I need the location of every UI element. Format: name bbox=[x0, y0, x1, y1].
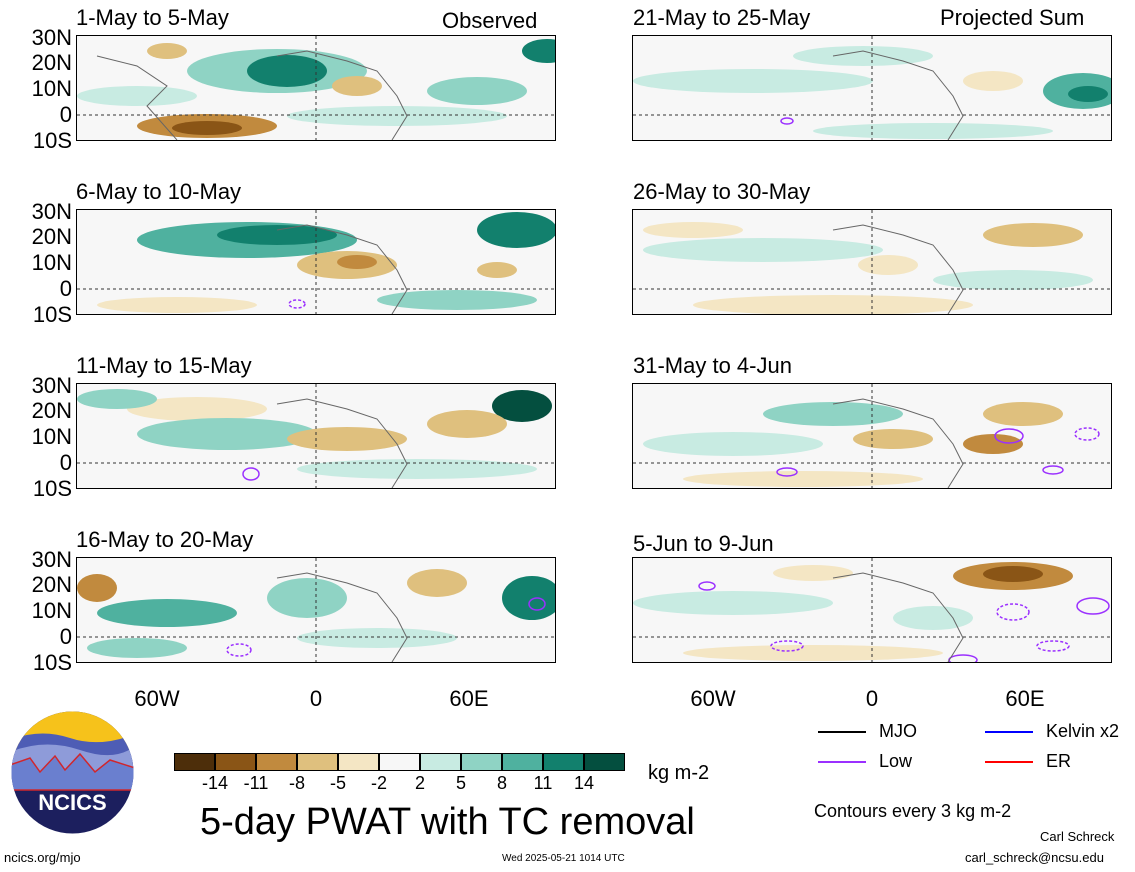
lat-label: 20N bbox=[31, 224, 72, 249]
lat-label: 10N bbox=[31, 250, 72, 275]
lat-label: 10S bbox=[32, 302, 72, 327]
colorbar-label: 11 bbox=[533, 773, 553, 793]
lat-label: 10S bbox=[32, 650, 72, 675]
lat-label: 0 bbox=[59, 276, 72, 301]
panel-title: 11-May to 15-May bbox=[76, 353, 252, 378]
map-panel bbox=[632, 35, 1112, 141]
contour-note: Contours every 3 kg m-2 bbox=[814, 801, 1012, 821]
map-panel bbox=[632, 209, 1112, 315]
lon-label: 60W bbox=[134, 686, 180, 711]
lat-label: 10N bbox=[31, 424, 72, 449]
colorbar-swatch bbox=[379, 753, 420, 771]
legend-mjo: MJO bbox=[879, 721, 917, 741]
lat-label: 30N bbox=[31, 547, 72, 572]
colorbar-label: 5 bbox=[455, 773, 466, 793]
colorbar-label: 14 bbox=[573, 773, 595, 793]
map-panel bbox=[632, 557, 1112, 663]
colorbar-label: 8 bbox=[496, 773, 507, 793]
lat-label: 0 bbox=[59, 450, 72, 475]
legend-low: Low bbox=[879, 751, 913, 771]
lat-label: 0 bbox=[59, 102, 72, 127]
lat-label: 20N bbox=[31, 50, 72, 75]
colorbar-swatch bbox=[297, 753, 338, 771]
colorbar-label: -5 bbox=[329, 773, 346, 793]
lon-label: 0 bbox=[309, 686, 323, 711]
lon-label: 60E bbox=[1005, 686, 1045, 711]
colorbar-label: -11 bbox=[243, 773, 269, 793]
lat-label: 20N bbox=[31, 398, 72, 423]
colorbar-label: -2 bbox=[370, 773, 387, 793]
legend-er: ER bbox=[1046, 751, 1072, 771]
panel-title: 26-May to 30-May bbox=[633, 179, 811, 204]
panel-title: 1-May to 5-May bbox=[76, 5, 229, 30]
observed-label: Observed bbox=[442, 8, 538, 33]
ncics-logo: NCICS bbox=[10, 710, 135, 835]
footer-url[interactable]: ncics.org/mjo bbox=[4, 850, 81, 865]
map-panel bbox=[76, 209, 556, 315]
lon-label: 0 bbox=[865, 686, 879, 711]
logo-text: NCICS bbox=[38, 790, 106, 815]
kelvin-line bbox=[985, 731, 1033, 733]
map-panel bbox=[632, 383, 1112, 489]
panel-title: 21-May to 25-May bbox=[633, 5, 811, 30]
lat-label: 10S bbox=[32, 476, 72, 501]
colorbar-label: -14 bbox=[201, 773, 228, 793]
lat-label: 10N bbox=[31, 598, 72, 623]
colorbar-swatch bbox=[461, 753, 502, 771]
low-line bbox=[818, 761, 866, 763]
colorbar-swatch bbox=[502, 753, 543, 771]
lat-label: 30N bbox=[31, 25, 72, 50]
er-line bbox=[985, 761, 1033, 763]
colorbar-swatch bbox=[543, 753, 584, 771]
panel-title: 6-May to 10-May bbox=[76, 179, 242, 204]
mjo-line bbox=[818, 731, 866, 733]
colorbar-label: 2 bbox=[414, 773, 425, 793]
colorbar-label: -8 bbox=[288, 773, 305, 793]
projected-label: Projected Sum bbox=[940, 5, 1085, 30]
lat-label: 20N bbox=[31, 572, 72, 597]
footer-author: Carl Schreck bbox=[1040, 829, 1115, 844]
main-title: 5-day PWAT with TC removal bbox=[200, 801, 695, 843]
map-panel bbox=[76, 383, 556, 489]
map-panel bbox=[76, 557, 556, 663]
panel-title: 16-May to 20-May bbox=[76, 527, 254, 552]
colorbar-swatch bbox=[256, 753, 297, 771]
footer-timestamp: Wed 2025-05-21 1014 UTC bbox=[502, 853, 625, 864]
colorbar-swatch bbox=[338, 753, 379, 771]
colorbar-units: kg m-2 bbox=[648, 762, 710, 784]
lat-label: 10N bbox=[31, 76, 72, 101]
lon-label: 60W bbox=[690, 686, 736, 711]
panel-title: 5-Jun to 9-Jun bbox=[633, 531, 774, 556]
colorbar-swatch bbox=[174, 753, 215, 771]
legend-kelvin: Kelvin x2 bbox=[1046, 721, 1120, 741]
lat-label: 30N bbox=[31, 373, 72, 398]
colorbar-swatch bbox=[420, 753, 461, 771]
map-panel bbox=[76, 35, 556, 141]
lon-label: 60E bbox=[449, 686, 489, 711]
colorbar-swatch bbox=[584, 753, 625, 771]
lat-label: 30N bbox=[31, 199, 72, 224]
footer-email[interactable]: carl_schreck@ncsu.edu bbox=[965, 850, 1104, 865]
lat-label: 0 bbox=[59, 624, 72, 649]
colorbar-swatch bbox=[215, 753, 256, 771]
lat-label: 10S bbox=[32, 128, 72, 153]
panel-title: 31-May to 4-Jun bbox=[633, 353, 792, 378]
